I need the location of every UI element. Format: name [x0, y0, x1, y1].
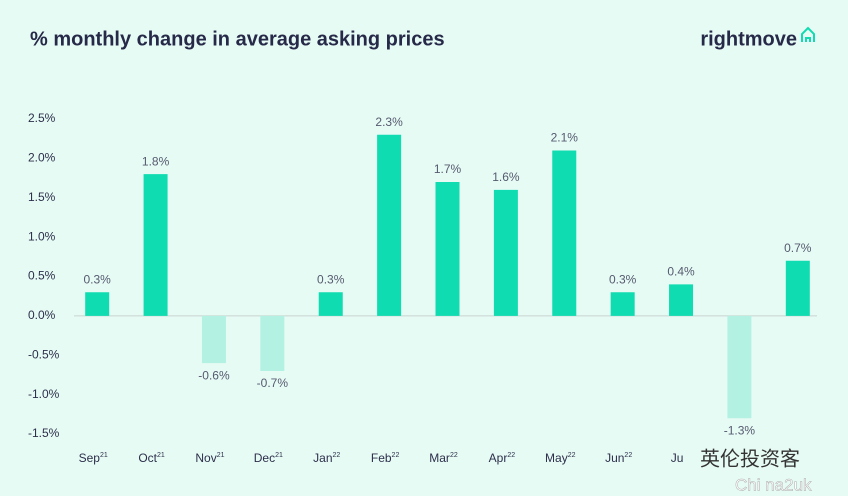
bar	[435, 182, 460, 316]
x-tick-label: Apr22	[489, 451, 516, 465]
bar	[493, 189, 518, 316]
value-label: 1.8%	[142, 154, 170, 168]
x-tick-month: Oct	[138, 451, 157, 465]
x-tick-month: Apr	[489, 451, 508, 465]
x-tick-year: 22	[333, 452, 341, 459]
x-tick-year: 22	[507, 452, 515, 459]
x-tick-month: Nov	[195, 451, 216, 465]
x-tick-label: Mar22	[429, 451, 458, 465]
x-tick-year: 22	[392, 452, 400, 459]
x-tick-label: Jun22	[605, 451, 632, 465]
x-tick-label: Jan22	[313, 451, 340, 465]
value-label: -0.7%	[257, 376, 289, 390]
bar	[318, 292, 343, 316]
x-tick-month: Feb	[371, 451, 392, 465]
brand-logo: rightmove	[700, 28, 797, 50]
y-tick-label: 0.0%	[28, 308, 56, 322]
x-tick-year: 22	[624, 452, 632, 459]
x-tick-year: 22	[568, 452, 576, 459]
y-tick-label: 1.5%	[28, 190, 56, 204]
value-label: 0.7%	[784, 241, 812, 255]
y-tick-label: 1.0%	[28, 229, 56, 243]
bar	[85, 292, 110, 316]
value-label: 0.3%	[609, 272, 637, 286]
value-label: 2.1%	[551, 131, 579, 145]
x-tick-month: Ju	[671, 451, 684, 465]
watermark: 英伦投资客	[700, 447, 800, 470]
y-tick-label: 2.5%	[28, 111, 56, 125]
value-label: 0.3%	[317, 272, 345, 286]
x-tick-year: 21	[100, 452, 108, 459]
bar	[610, 292, 635, 316]
value-label: 1.7%	[434, 162, 462, 176]
bar	[260, 315, 285, 371]
bar	[201, 315, 226, 364]
x-tick-year: 22	[450, 452, 458, 459]
value-label: 2.3%	[375, 115, 403, 129]
bar	[727, 315, 752, 419]
x-tick-label: Feb22	[371, 451, 400, 465]
value-label: 1.6%	[492, 170, 520, 184]
x-tick-year: 21	[217, 452, 225, 459]
y-tick-label: -1.5%	[28, 426, 60, 440]
bar	[785, 260, 810, 316]
value-label: 0.3%	[84, 272, 112, 286]
value-label: -1.3%	[724, 423, 756, 437]
chart-title: % monthly change in average asking price…	[30, 28, 445, 50]
x-tick-year: 21	[157, 452, 165, 459]
x-tick-month: Jan	[313, 451, 332, 465]
bar	[377, 134, 402, 316]
x-tick-label: Oct21	[138, 451, 165, 465]
x-tick-month: May	[545, 451, 568, 465]
x-tick-label: Ju	[671, 451, 684, 465]
x-tick-month: Jun	[605, 451, 624, 465]
y-tick-label: 2.0%	[28, 151, 56, 165]
x-tick-year: 21	[275, 452, 283, 459]
watermark: Chi na2uk	[735, 475, 812, 494]
bar	[552, 150, 577, 316]
bar	[143, 174, 168, 316]
x-tick-month: Dec	[254, 451, 275, 465]
x-tick-label: Sep21	[79, 451, 108, 465]
x-tick-label: Dec21	[254, 451, 283, 465]
bar	[669, 284, 694, 316]
x-tick-month: Sep	[79, 451, 101, 465]
x-tick-label: Nov21	[195, 451, 224, 465]
logo-icon	[801, 26, 815, 42]
x-tick-label: May22	[545, 451, 576, 465]
x-tick-month: Mar	[429, 451, 450, 465]
value-label: -0.6%	[198, 368, 230, 382]
y-tick-label: 0.5%	[28, 269, 56, 283]
value-label: 0.4%	[667, 265, 695, 279]
y-tick-label: -1.0%	[28, 387, 60, 401]
y-tick-label: -0.5%	[28, 347, 60, 361]
